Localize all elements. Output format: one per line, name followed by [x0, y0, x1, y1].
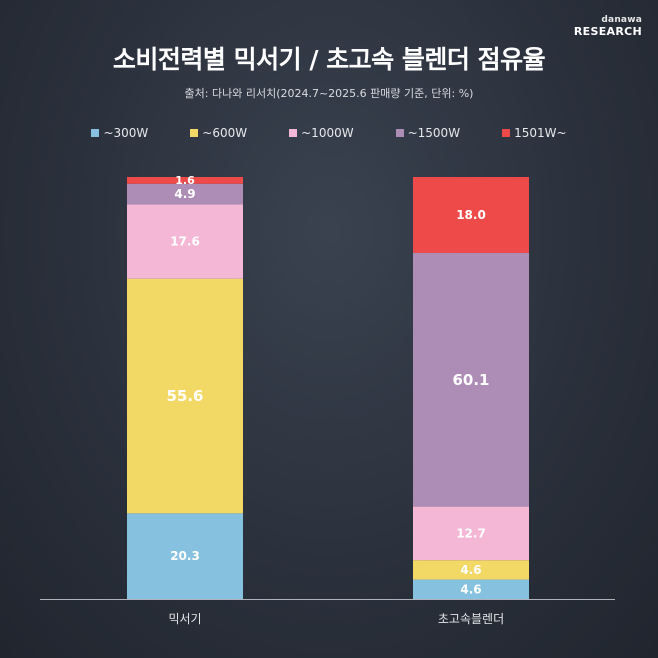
chart-title: 소비전력별 믹서기 / 초고속 블렌더 점유율	[112, 45, 546, 74]
bar-segment-1501w-1	[127, 177, 243, 184]
brand-logo-bottom: RESEARCH	[573, 25, 642, 38]
legend-item-300w: ~300W	[91, 126, 148, 140]
legend-swatch-1501w	[502, 129, 511, 137]
data-label-1501w-1: 1.6	[175, 174, 195, 187]
legend-item-1500w: ~1500W	[395, 126, 461, 140]
bar-segment-600w-2	[413, 560, 529, 580]
data-label-1500w-2: 60.1	[452, 371, 489, 389]
data-label-300w-2: 4.6	[460, 582, 481, 596]
bar-segment-1500w-2	[413, 252, 529, 507]
legend-label-600w: ~600W	[202, 126, 248, 140]
legend-item-1501w: 1501W~	[502, 126, 567, 140]
legend-swatch-300w	[91, 129, 100, 137]
bar-segment-600w-1	[127, 278, 243, 514]
legend-swatch-1000w	[289, 129, 298, 137]
chart-subtitle: 출처: 다나와 리서치(2024.7~2025.6 판매량 기준, 단위: %)	[184, 87, 474, 100]
bar-segment-300w-2	[413, 579, 529, 599]
data-label-600w-2: 4.6	[460, 563, 481, 577]
bar-segment-1500w-1	[127, 183, 243, 205]
legend-item-1000w: ~1000W	[289, 126, 354, 140]
bar-segment-300w-1	[127, 513, 243, 599]
legend-item-600w: ~600W	[190, 126, 247, 140]
legend-label-1500w: ~1500W	[407, 126, 461, 140]
bar-segment-1501w-2	[413, 177, 529, 253]
data-label-1000w-2: 12.7	[456, 526, 486, 540]
data-label-1501w-2: 18.0	[456, 208, 486, 222]
bar-segment-1000w-2	[413, 506, 529, 561]
bar-segment-1000w-1	[127, 204, 243, 279]
legend-label-1501w: 1501W~	[514, 126, 567, 140]
data-label-1000w-1: 17.6	[170, 235, 200, 249]
legend-swatch-1500w	[395, 129, 404, 137]
data-label-600w-1: 55.6	[166, 387, 203, 405]
brand-logo-top: danawa	[601, 15, 642, 25]
category-label-1: 믹서기	[168, 612, 201, 626]
data-label-1500w-1: 4.9	[174, 187, 195, 201]
legend-label-300w: ~300W	[103, 126, 149, 140]
brand-logo: danawa RESEARCH	[573, 15, 642, 38]
legend: ~300W ~600W ~1000W ~1500W 1501W~	[0, 126, 658, 140]
data-label-300w-1: 20.3	[170, 549, 200, 563]
legend-swatch-600w	[190, 129, 199, 137]
category-label-2: 초고속블렌더	[438, 612, 504, 626]
legend-label-1000w: ~1000W	[301, 126, 354, 140]
